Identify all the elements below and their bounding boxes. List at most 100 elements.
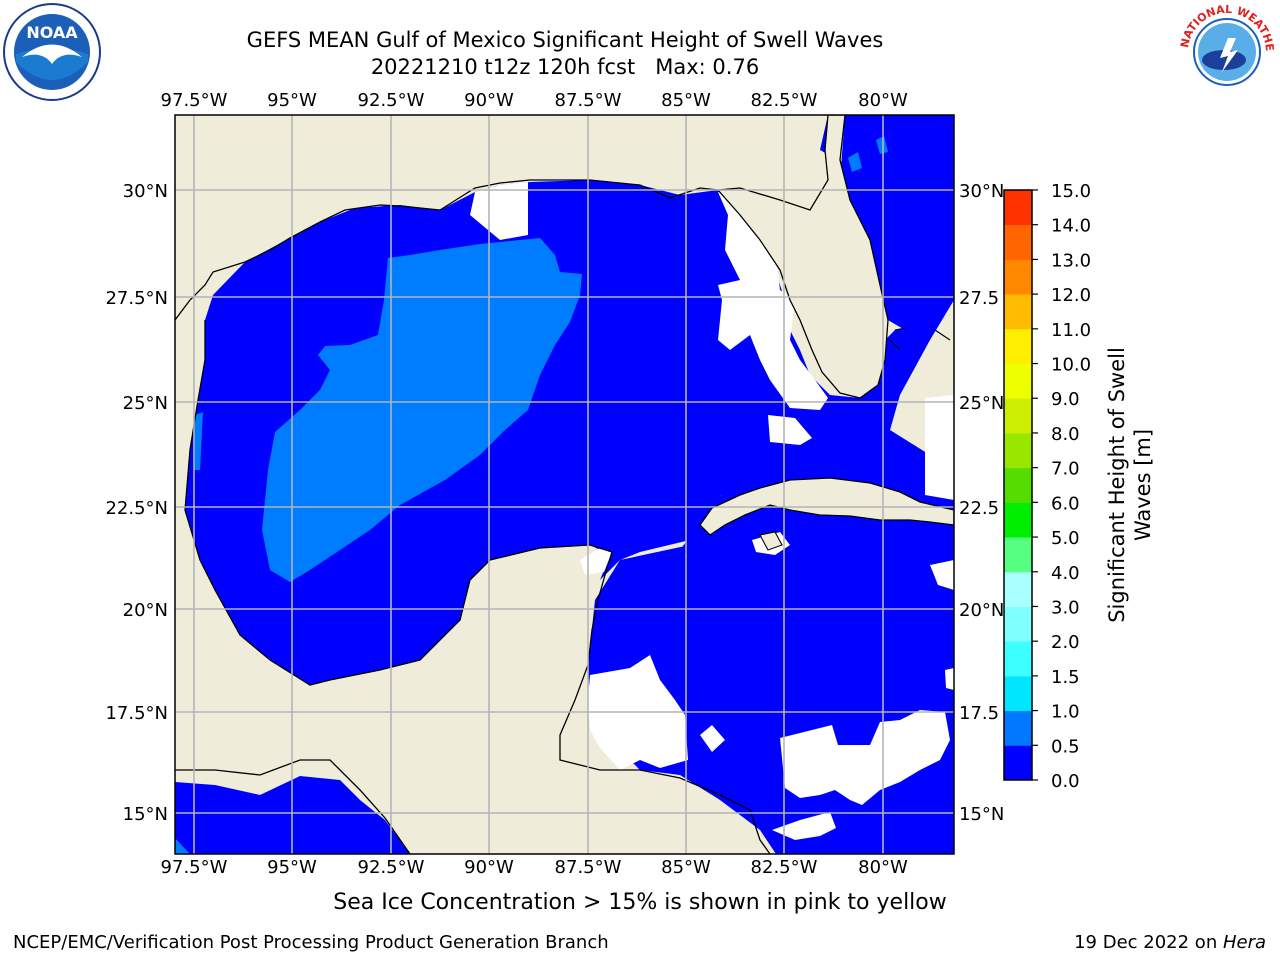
colorbar-tick-label: 14.0	[1051, 216, 1091, 237]
lon-label-top: 87.5°W	[555, 90, 622, 111]
colorbar-segment	[1004, 675, 1032, 712]
max-value: Max: 0.76	[655, 55, 760, 79]
lon-label-top: 95°W	[267, 90, 317, 111]
map-frame	[174, 114, 955, 855]
colorbar-ticks: 0.0 0.5 1.0 1.5 2.0 3.0 4.0 5.0 6.0 7.0 8.0 9.0 10.0…	[1032, 181, 1091, 792]
lat-label-left: 15°N	[123, 804, 168, 825]
lat-label-left: 20°N	[123, 600, 168, 621]
noaa-logo-text: NOAA	[26, 23, 78, 42]
lat-label-left: 17.5°N	[105, 703, 168, 724]
footer-date-text: 19 Dec 2022 on	[1074, 932, 1223, 953]
colorbar	[1003, 189, 1033, 781]
lon-label-top: 90°W	[464, 90, 514, 111]
colorbar-segment	[1004, 537, 1032, 573]
colorbar-segment	[1004, 328, 1032, 365]
lat-labels-left: 30°N 27.5°N 25°N 22.5°N 20°N 17.5°N 15°N	[105, 181, 168, 825]
lon-label-bottom: 82.5°W	[751, 857, 818, 878]
lon-label-bottom: 85°W	[661, 857, 711, 878]
lon-label-top: 82.5°W	[751, 90, 818, 111]
swell-patch-mid	[262, 238, 582, 582]
colorbar-tick-label: 15.0	[1051, 181, 1091, 202]
colorbar-segment	[1004, 502, 1032, 538]
lon-labels-bottom: 97.5°W 95°W 92.5°W 90°W 87.5°W 85°W 82.5°W 80°W	[161, 857, 908, 878]
lat-label-right: 17.5	[959, 703, 999, 724]
colorbar-segment	[1004, 745, 1032, 781]
colorbar-segment	[1004, 641, 1032, 677]
lon-label-bottom: 95°W	[267, 857, 317, 878]
lat-label-left: 30°N	[123, 181, 168, 202]
colorbar-segment	[1004, 571, 1032, 607]
footer-date: 19 Dec 2022 on Hera	[1074, 932, 1266, 953]
lat-label-right: 27.5	[959, 288, 999, 309]
chart-title: GEFS MEAN Gulf of Mexico Significant Hei…	[246, 28, 884, 52]
lat-label-left: 25°N	[123, 393, 168, 414]
lon-label-bottom: 90°W	[464, 857, 514, 878]
lon-label-bottom: 87.5°W	[555, 857, 622, 878]
colorbar-tick-label: 7.0	[1051, 459, 1080, 480]
swell-patch-east2	[876, 136, 888, 154]
lon-label-top: 85°W	[661, 90, 711, 111]
colorbar-segment	[1004, 606, 1032, 642]
isla-juventud	[759, 531, 783, 551]
colorbar-tick-label: 5.0	[1051, 528, 1080, 549]
pacific-swell-patch	[175, 838, 190, 854]
lon-label-top: 80°W	[858, 90, 908, 111]
colorbar-segment	[1004, 224, 1032, 260]
colorbar-tick-label: 0.0	[1051, 771, 1080, 792]
forecast-date: 20221210 t12z 120h fcst	[370, 55, 636, 79]
swell-patch-east1	[848, 152, 862, 172]
lat-label-right: 22.5	[959, 498, 999, 519]
colorbar-segment	[1004, 294, 1032, 330]
lat-label-right: 30°N	[959, 181, 1004, 202]
colorbar-label-line2: Waves [m]	[1131, 429, 1155, 541]
lon-label-top: 92.5°W	[358, 90, 425, 111]
lon-label-bottom: 97.5°W	[161, 857, 228, 878]
no-data-areas	[470, 182, 954, 840]
lat-label-left: 27.5°N	[105, 288, 168, 309]
lon-label-bottom: 80°W	[858, 857, 908, 878]
swell-patch-coast	[194, 412, 203, 470]
lat-label-left: 22.5°N	[105, 498, 168, 519]
nws-logo: NATIONAL WEATHER SERVICE	[1172, 0, 1278, 102]
lon-label-top: 97.5°W	[161, 90, 228, 111]
colorbar-tick-label: 9.0	[1051, 389, 1080, 410]
colorbar-segment	[1004, 467, 1032, 503]
colorbar-tick-label: 3.0	[1051, 597, 1080, 618]
colorbar-frame	[1003, 189, 1033, 781]
colorbar-segment	[1004, 710, 1032, 746]
noaa-logo: NOAA	[2, 2, 102, 102]
map-panel	[175, 115, 954, 854]
lon-label-bottom: 92.5°W	[358, 857, 425, 878]
colorbar-tick-label: 6.0	[1051, 493, 1080, 514]
colorbar-segment	[1004, 259, 1032, 295]
sea-ice-note: Sea Ice Concentration > 15% is shown in …	[333, 890, 947, 915]
colorbar-tick-label: 12.0	[1051, 285, 1091, 306]
map-gridlines	[175, 115, 954, 854]
colorbar-tick-label: 0.5	[1051, 736, 1080, 757]
colorbar-tick-label: 8.0	[1051, 424, 1080, 445]
colorbar-segment	[1004, 398, 1032, 434]
colorbar-tick-label: 11.0	[1051, 320, 1091, 341]
lon-labels-top: 97.5°W 95°W 92.5°W 90°W 87.5°W 85°W 82.5°W 80°W	[161, 90, 908, 111]
colorbar-segment	[1004, 363, 1032, 399]
lat-label-right: 20°N	[959, 600, 1004, 621]
florida-land	[716, 115, 889, 399]
colorbar-segment	[1004, 190, 1032, 226]
bahamas	[889, 327, 951, 351]
colorbar-tick-label: 13.0	[1051, 250, 1091, 271]
footer-host: Hera	[1222, 932, 1266, 953]
colorbar-segment	[1004, 432, 1032, 469]
lat-label-right: 15°N	[959, 804, 1004, 825]
colorbar-tick-label: 1.5	[1051, 667, 1080, 688]
lat-labels-right: 30°N 27.5 25°N 22.5 20°N 17.5 15°N	[959, 181, 1004, 825]
colorbar-tick-label: 4.0	[1051, 563, 1080, 584]
colorbar-tick-label: 10.0	[1051, 355, 1091, 376]
atlantic-water	[840, 115, 954, 330]
colorbar-label-line1: Significant Height of Swell	[1105, 347, 1129, 623]
chart-subtitle: 20221210 t12z 120h fcst Max: 0.76	[0, 54, 1130, 80]
colorbar-tick-label: 2.0	[1051, 632, 1080, 653]
lat-label-right: 25°N	[959, 393, 1004, 414]
colorbar-tick-label: 1.0	[1051, 702, 1080, 723]
footer-credit: NCEP/EMC/Verification Post Processing Pr…	[13, 932, 609, 953]
